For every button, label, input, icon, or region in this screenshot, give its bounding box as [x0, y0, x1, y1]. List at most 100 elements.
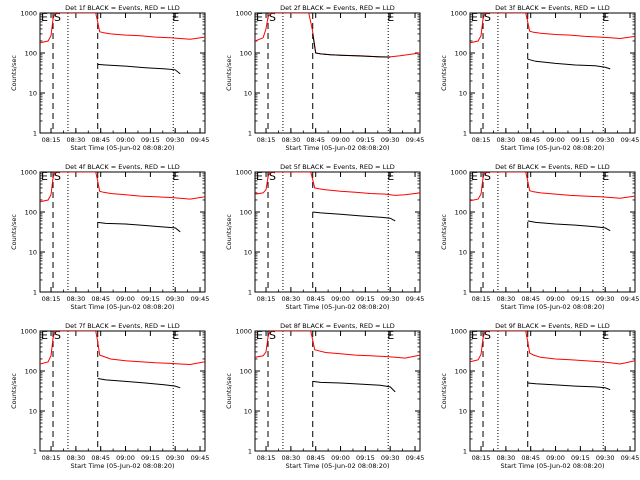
- chart-panel: Det 2f BLACK = Events, RED = LLD 1 10 100 10…: [225, 4, 424, 152]
- x-tick-label: 08:45: [521, 295, 540, 303]
- x-tick-label: 08:15: [42, 295, 61, 303]
- y-tick-label: 1000: [20, 169, 37, 177]
- y-axis-title: Counts/sec: [10, 55, 18, 91]
- marker-label-end: E: [602, 329, 609, 342]
- chart-title: Det 2f BLACK = Events, RED = LLD: [280, 4, 395, 12]
- events-series-line: [312, 33, 391, 58]
- x-tick-label: 08:15: [42, 136, 61, 144]
- marker-label-left: E: [41, 329, 48, 342]
- y-tick-label: 1: [248, 130, 252, 138]
- x-tick-label: 09:45: [406, 454, 425, 462]
- y-tick-label: 100: [240, 50, 252, 58]
- x-axis-title: Start Time (05-Jun-02 08:08:20): [71, 462, 175, 470]
- x-tick-label: 09:45: [621, 454, 640, 462]
- x-tick-label: 08:45: [306, 136, 325, 144]
- x-tick-label: 09:45: [406, 136, 425, 144]
- plot-frame: [254, 171, 421, 293]
- x-tick-label: 08:15: [472, 295, 491, 303]
- x-axis-title: Start Time (05-Jun-02 08:08:20): [286, 144, 390, 152]
- x-tick-label: 09:00: [116, 136, 135, 144]
- x-tick-label: 09:15: [356, 454, 375, 462]
- events-series-line: [97, 63, 181, 75]
- x-axis-title: Start Time (05-Jun-02 08:08:20): [71, 144, 175, 152]
- x-tick-label: 09:15: [141, 295, 160, 303]
- y-tick-label: 10: [459, 90, 467, 98]
- y-tick-label: 100: [25, 209, 37, 217]
- chart-title: Det 1f BLACK = Events, RED = LLD: [65, 4, 180, 12]
- marker-label-left: E: [471, 170, 478, 183]
- x-tick-label: 09:30: [381, 454, 400, 462]
- x-axis-title: Start Time (05-Jun-02 08:08:20): [501, 462, 605, 470]
- x-tick-label: 09:00: [546, 136, 565, 144]
- x-tick-label: 08:15: [257, 454, 276, 462]
- y-tick-label: 1000: [450, 10, 467, 18]
- x-tick-label: 09:45: [191, 454, 210, 462]
- x-axis-title: Start Time (05-Jun-02 08:08:20): [71, 303, 175, 311]
- chart-panel: Det 4f BLACK = Events, RED = LLD 1 10 100 10…: [10, 163, 209, 311]
- marker-label-end: E: [387, 11, 394, 24]
- y-axis-title: Counts/sec: [440, 55, 448, 91]
- x-axis-title: Start Time (05-Jun-02 08:08:20): [286, 462, 390, 470]
- x-tick-label: 09:30: [596, 454, 615, 462]
- plot-frame: [469, 330, 636, 452]
- x-tick-label: 08:45: [521, 136, 540, 144]
- chart-panel: Det 5f BLACK = Events, RED = LLD 1 10 100 10…: [225, 163, 424, 311]
- marker-label-end: E: [387, 329, 394, 342]
- x-tick-label: 08:45: [306, 454, 325, 462]
- y-tick-label: 1000: [20, 10, 37, 18]
- y-axis-title: Counts/sec: [225, 373, 233, 409]
- lld-series-line: [255, 331, 420, 359]
- x-tick-label: 09:15: [141, 136, 160, 144]
- y-axis-title: Counts/sec: [440, 373, 448, 409]
- y-tick-label: 100: [240, 368, 252, 376]
- events-series-line: [97, 378, 181, 389]
- y-tick-label: 1: [33, 289, 37, 297]
- y-tick-label: 1: [33, 130, 37, 138]
- y-tick-label: 100: [240, 209, 252, 217]
- x-axis-title: Start Time (05-Jun-02 08:08:20): [501, 303, 605, 311]
- y-axis-title: Counts/sec: [10, 214, 18, 250]
- x-axis-title: Start Time (05-Jun-02 08:08:20): [286, 303, 390, 311]
- chart-panel: Det 8f BLACK = Events, RED = LLD 1 10 100 10…: [225, 322, 424, 470]
- chart-panel: Det 7f BLACK = Events, RED = LLD 1 10 100 10…: [10, 322, 209, 470]
- chart-panel: Det 1f BLACK = Events, RED = LLD 1 10 100 10…: [10, 4, 209, 152]
- x-tick-label: 08:45: [521, 454, 540, 462]
- x-tick-label: 09:00: [546, 454, 565, 462]
- chart-title: Det 3f BLACK = Events, RED = LLD: [495, 4, 610, 12]
- y-tick-label: 100: [455, 50, 467, 58]
- plot-frame: [39, 12, 206, 134]
- x-tick-label: 08:45: [91, 295, 110, 303]
- lld-series-line: [255, 172, 420, 196]
- marker-label-end: E: [602, 11, 609, 24]
- x-tick-label: 09:15: [141, 454, 160, 462]
- plot-frame: [39, 171, 206, 293]
- y-tick-label: 1: [248, 289, 252, 297]
- y-tick-label: 1000: [450, 169, 467, 177]
- lld-series-line: [470, 172, 635, 202]
- x-tick-label: 08:30: [282, 136, 301, 144]
- x-tick-label: 08:45: [91, 454, 110, 462]
- x-tick-label: 09:45: [191, 295, 210, 303]
- x-tick-label: 09:00: [546, 295, 565, 303]
- x-tick-label: 08:15: [472, 454, 491, 462]
- x-tick-label: 08:45: [306, 295, 325, 303]
- events-series-line: [527, 58, 611, 70]
- chart-panel: Det 9f BLACK = Events, RED = LLD 1 10 100 10…: [440, 322, 639, 470]
- marker-label-start: S: [269, 329, 276, 342]
- x-tick-label: 09:45: [621, 295, 640, 303]
- y-tick-label: 10: [244, 90, 252, 98]
- events-series-line: [312, 211, 396, 222]
- marker-label-end: E: [172, 11, 179, 24]
- y-tick-label: 10: [29, 408, 37, 416]
- chart-title: Det 6f BLACK = Events, RED = LLD: [495, 163, 610, 171]
- y-tick-label: 1: [248, 448, 252, 456]
- x-tick-label: 08:30: [67, 136, 86, 144]
- marker-label-start: S: [54, 170, 61, 183]
- lld-series-line: [470, 331, 635, 365]
- marker-label-start: S: [484, 170, 491, 183]
- chart-panel: Det 6f BLACK = Events, RED = LLD 1 10 100 10…: [440, 163, 639, 311]
- marker-label-end: E: [602, 170, 609, 183]
- x-tick-label: 09:15: [356, 295, 375, 303]
- marker-label-left: E: [471, 11, 478, 24]
